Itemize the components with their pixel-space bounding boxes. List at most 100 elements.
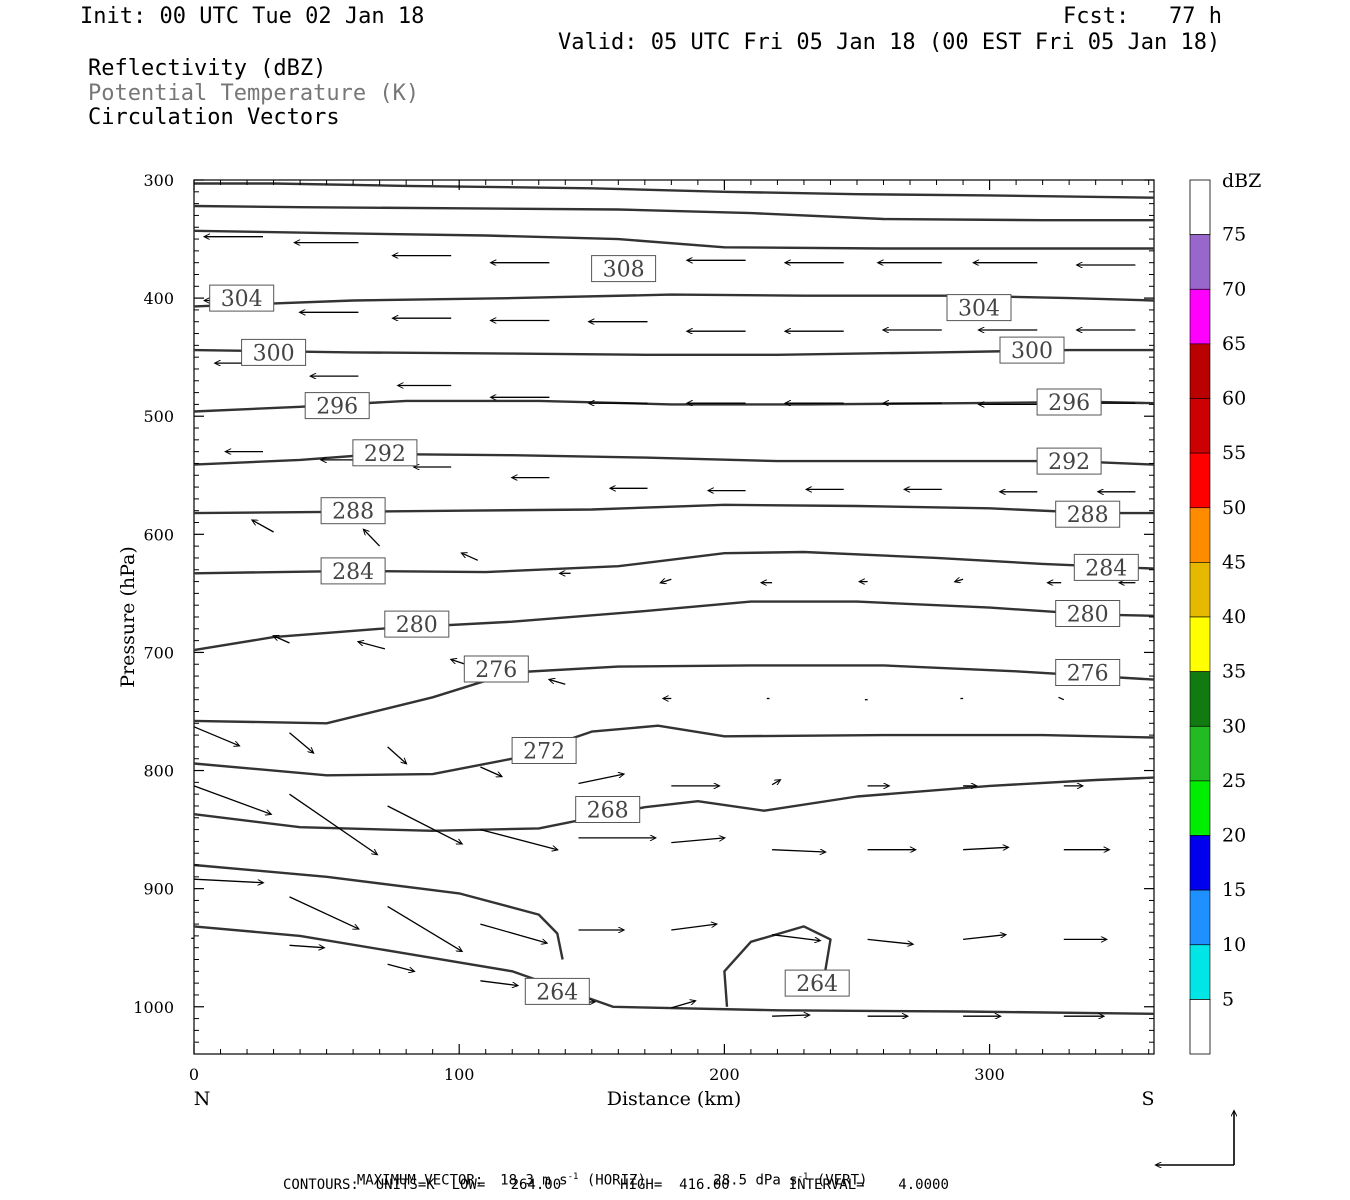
colorbar-segment (1189, 398, 1211, 454)
y-tick-label: 700 (143, 643, 174, 662)
contour-label-text: 304 (221, 287, 263, 312)
x-axis-title: Distance (km) (607, 1088, 742, 1110)
colorbar-segment (1189, 725, 1211, 782)
field-label-theta: Potential Temperature (K) (88, 81, 420, 106)
circulation-vector (289, 732, 314, 753)
contour-label-text: 272 (523, 740, 565, 765)
circulation-vector (364, 530, 381, 547)
contour-label-text: 264 (536, 980, 578, 1005)
vert-unit: (VERT) (808, 1172, 868, 1189)
contour-label-text: 288 (1067, 503, 1109, 528)
circulation-vector (963, 847, 1008, 849)
contour-label: 288 (1055, 500, 1121, 528)
circulation-vector (193, 726, 239, 746)
x-tick-label: 200 (709, 1065, 740, 1084)
contour-label: 300 (999, 336, 1065, 364)
isentrope-line (193, 664, 1155, 725)
colorbar-tick-label: 30 (1222, 715, 1246, 737)
colorbar-tick-label: 35 (1222, 661, 1246, 683)
valid-time: Valid: 05 UTC Fri 05 Jan 18 (00 EST Fri … (558, 30, 1221, 55)
contour-label: 280 (384, 610, 450, 638)
y-tick-label: 1000 (133, 998, 174, 1017)
circulation-vector (387, 963, 415, 971)
contour-label-box (209, 284, 275, 312)
init-time: Init: 00 UTC Tue 02 Jan 18 (80, 4, 425, 29)
colorbar-segment (1189, 780, 1211, 836)
contour-label: 280 (1055, 600, 1121, 628)
contours-info: CONTOURS: UNITS=K LOW= 264.00 HIGH= 416.… (283, 1177, 949, 1193)
colorbar-unit-label: dBZ (1222, 170, 1261, 192)
contour-label-box (304, 392, 370, 420)
colorbar-tick-label: 55 (1222, 442, 1246, 464)
colorbar-segment (1189, 944, 1211, 1000)
x-tick-label: 0 (189, 1065, 199, 1084)
max-vector-label: MAXIMUM VECTOR: (356, 1172, 484, 1189)
field-label-vectors: Circulation Vectors (88, 105, 340, 130)
contour-label-box (1036, 388, 1102, 416)
isentrope-line (723, 925, 832, 1007)
colorbar-tick-label: 60 (1222, 388, 1246, 410)
contour-label-box (384, 610, 450, 638)
contour-label-text: 284 (1085, 556, 1127, 581)
contour-label-text: 296 (316, 395, 358, 420)
x-tick-label: 300 (974, 1065, 1005, 1084)
contour-label-text: 280 (1067, 603, 1109, 628)
contour-label-box (575, 796, 641, 823)
circulation-vector (289, 945, 324, 947)
circulation-vector (274, 636, 290, 644)
colorbar-segment (1189, 452, 1211, 509)
isentrope-line (193, 724, 1155, 777)
contour-label-box (1036, 447, 1102, 475)
reference-vector-icon (1156, 1111, 1234, 1165)
contour-label-text: 300 (1011, 339, 1053, 364)
circulation-vector (578, 774, 624, 785)
colorbar-tick-label: 65 (1222, 333, 1246, 355)
colorbar-tick-label: 50 (1222, 497, 1246, 519)
contour-label-box (1055, 659, 1121, 686)
contour-label: 272 (511, 737, 577, 765)
contour-label-box (1055, 500, 1121, 528)
isentrope-line (193, 600, 1155, 652)
circulation-vector (289, 896, 359, 929)
circulation-vector (462, 553, 479, 561)
circulation-vector (661, 579, 672, 583)
y-tick-label: 900 (143, 880, 174, 899)
contour-label-box (591, 255, 657, 283)
contour-label-text: 300 (253, 341, 295, 366)
contour-label: 308 (591, 255, 657, 283)
y-tick-label: 800 (143, 762, 174, 781)
circulation-vector (549, 680, 566, 685)
contour-label-box (999, 336, 1065, 364)
contour-label-box (1055, 600, 1121, 627)
contour-label: 292 (1036, 447, 1102, 475)
contour-label: 276 (1055, 659, 1121, 687)
horiz-unit: (HORIZ) (578, 1172, 646, 1189)
colorbar-tick-label: 75 (1222, 224, 1246, 246)
contour-label: 284 (1073, 553, 1139, 581)
contour-label: 292 (352, 439, 418, 467)
x-end-label-south: S (1141, 1088, 1154, 1110)
circulation-vector (671, 838, 724, 844)
isentrope-line (193, 293, 1155, 308)
circulation-vector (772, 934, 820, 941)
colorbar-tick-label: 20 (1222, 825, 1246, 847)
contour-label-box (241, 338, 307, 366)
contour-label-text: 304 (958, 297, 1000, 322)
contour-label: 304 (209, 284, 275, 312)
y-tick-label: 300 (143, 171, 174, 190)
contour-label: 296 (304, 392, 370, 420)
y-axis-title: Pressure (hPa) (117, 546, 139, 688)
contour-label: 284 (320, 557, 386, 585)
y-tick-label: 500 (143, 407, 174, 426)
contour-label-text: 292 (364, 442, 406, 467)
circulation-vector (867, 938, 913, 944)
vert-exp: -1 (797, 1172, 809, 1182)
contour-label: 264 (784, 969, 850, 997)
colorbar-tick-label: 40 (1222, 606, 1246, 628)
forecast-hour: Fcst: 77 h (1063, 4, 1222, 29)
colorbar-segment (1189, 288, 1211, 345)
contour-label-box (946, 294, 1012, 322)
circulation-vector (387, 805, 462, 844)
circulation-vector (480, 828, 557, 850)
